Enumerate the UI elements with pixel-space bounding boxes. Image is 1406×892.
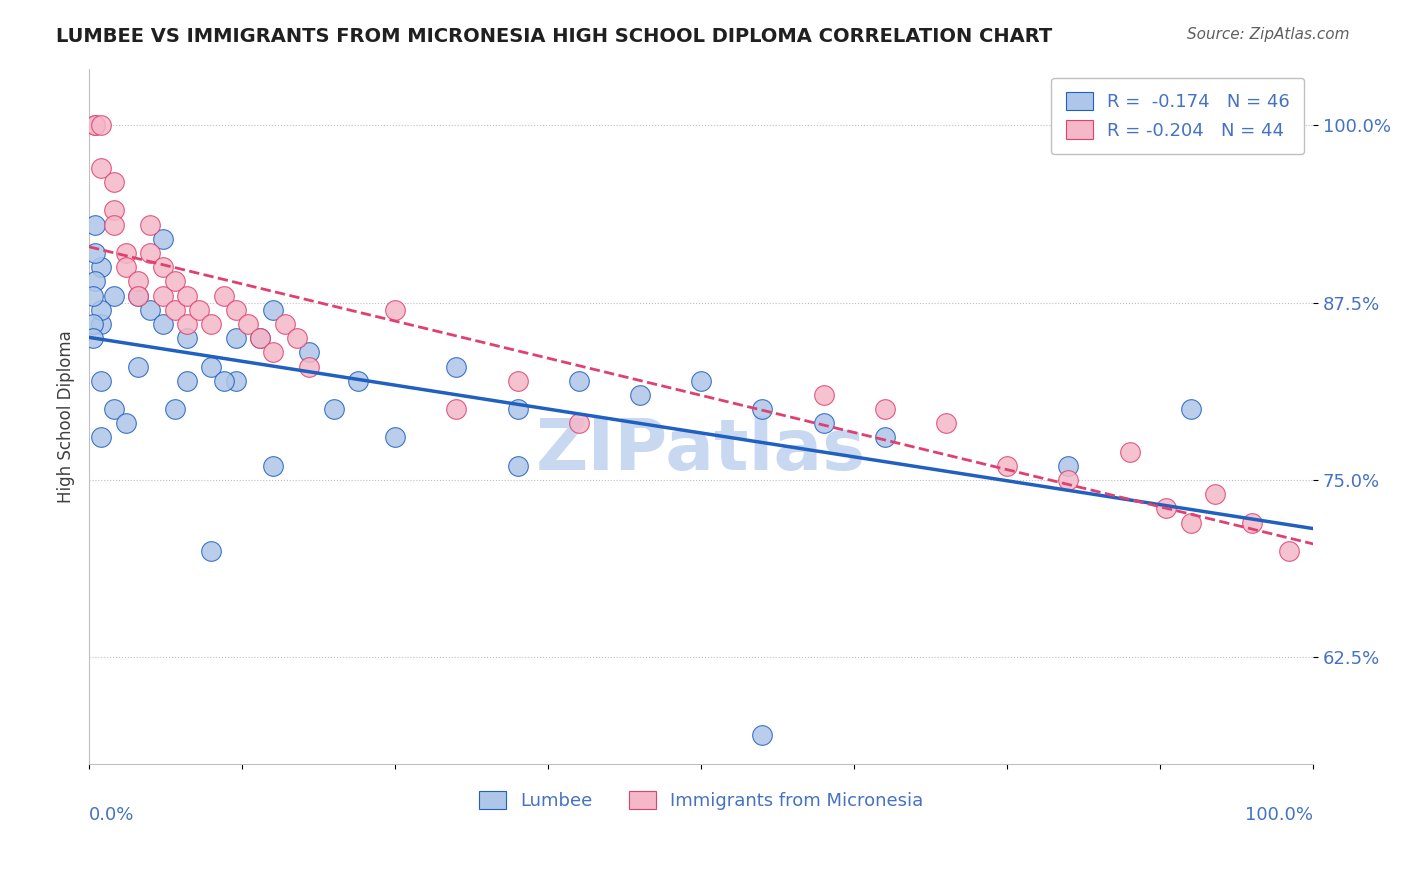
Point xyxy=(568,374,591,388)
Point xyxy=(152,288,174,302)
Point xyxy=(298,359,321,374)
Point xyxy=(103,218,125,232)
Point xyxy=(873,402,896,417)
Point xyxy=(935,417,957,431)
Point xyxy=(1180,516,1202,530)
Point xyxy=(84,218,107,232)
Point xyxy=(384,302,406,317)
Point xyxy=(152,232,174,246)
Point xyxy=(127,274,149,288)
Point xyxy=(298,345,321,359)
Point xyxy=(238,317,260,331)
Point xyxy=(813,417,835,431)
Point xyxy=(1180,402,1202,417)
Point xyxy=(84,274,107,288)
Point xyxy=(995,458,1018,473)
Point xyxy=(751,402,773,417)
Point xyxy=(114,260,136,275)
Point xyxy=(200,544,222,558)
Text: ZIPatlas: ZIPatlas xyxy=(536,417,866,485)
Point xyxy=(139,246,162,260)
Point xyxy=(1156,501,1178,516)
Point xyxy=(90,430,112,444)
Point xyxy=(114,417,136,431)
Point xyxy=(90,260,112,275)
Point xyxy=(1204,487,1226,501)
Point xyxy=(127,359,149,374)
Point xyxy=(163,402,186,417)
Text: Source: ZipAtlas.com: Source: ZipAtlas.com xyxy=(1187,27,1350,42)
Point xyxy=(446,359,468,374)
Point xyxy=(82,331,104,345)
Point xyxy=(200,317,222,331)
Point xyxy=(225,302,247,317)
Point xyxy=(84,118,107,132)
Point xyxy=(90,161,112,175)
Point xyxy=(90,302,112,317)
Point xyxy=(1057,458,1080,473)
Point xyxy=(82,317,104,331)
Point xyxy=(446,402,468,417)
Point xyxy=(139,302,162,317)
Point xyxy=(90,317,112,331)
Point xyxy=(285,331,308,345)
Point xyxy=(506,374,529,388)
Point xyxy=(249,331,271,345)
Point xyxy=(262,302,284,317)
Point xyxy=(163,302,186,317)
Point xyxy=(152,317,174,331)
Y-axis label: High School Diploma: High School Diploma xyxy=(58,330,75,502)
Point xyxy=(628,388,651,402)
Point xyxy=(212,374,235,388)
Point xyxy=(506,402,529,417)
Point xyxy=(82,288,104,302)
Point xyxy=(249,331,271,345)
Legend: Lumbee, Immigrants from Micronesia: Lumbee, Immigrants from Micronesia xyxy=(464,776,938,824)
Point xyxy=(384,430,406,444)
Point xyxy=(506,458,529,473)
Point xyxy=(1118,444,1140,458)
Point xyxy=(1278,544,1301,558)
Point xyxy=(690,374,713,388)
Point xyxy=(274,317,297,331)
Point xyxy=(347,374,370,388)
Point xyxy=(225,374,247,388)
Point xyxy=(127,288,149,302)
Point xyxy=(1241,516,1264,530)
Point xyxy=(568,417,591,431)
Point xyxy=(103,402,125,417)
Point xyxy=(212,288,235,302)
Point xyxy=(103,203,125,218)
Point xyxy=(188,302,211,317)
Text: 0.0%: 0.0% xyxy=(89,805,135,823)
Point xyxy=(176,288,198,302)
Point xyxy=(139,218,162,232)
Point xyxy=(1057,473,1080,487)
Point xyxy=(751,728,773,742)
Point xyxy=(163,274,186,288)
Point xyxy=(176,331,198,345)
Point xyxy=(90,118,112,132)
Point xyxy=(84,246,107,260)
Point xyxy=(262,458,284,473)
Point xyxy=(127,288,149,302)
Point xyxy=(103,288,125,302)
Point xyxy=(176,374,198,388)
Point xyxy=(262,345,284,359)
Point xyxy=(873,430,896,444)
Point xyxy=(114,246,136,260)
Text: LUMBEE VS IMMIGRANTS FROM MICRONESIA HIGH SCHOOL DIPLOMA CORRELATION CHART: LUMBEE VS IMMIGRANTS FROM MICRONESIA HIG… xyxy=(56,27,1053,45)
Point xyxy=(84,118,107,132)
Point xyxy=(322,402,344,417)
Point xyxy=(813,388,835,402)
Text: 100.0%: 100.0% xyxy=(1246,805,1313,823)
Point xyxy=(176,317,198,331)
Point xyxy=(152,260,174,275)
Point xyxy=(103,175,125,189)
Point xyxy=(200,359,222,374)
Point xyxy=(225,331,247,345)
Point xyxy=(90,374,112,388)
